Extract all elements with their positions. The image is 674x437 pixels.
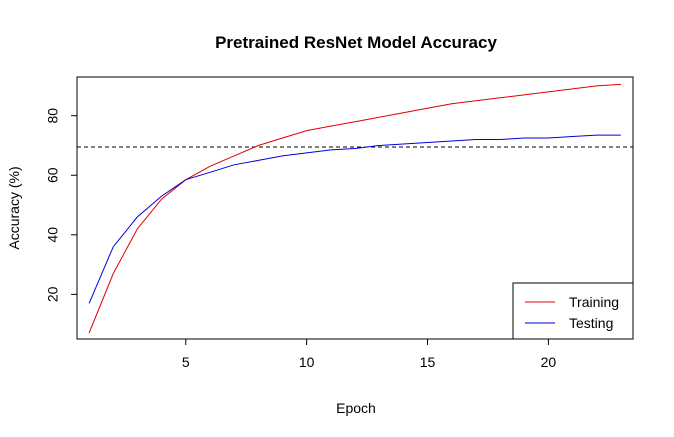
y-tick-label: 20 [45,286,61,302]
chart-title: Pretrained ResNet Model Accuracy [215,33,497,52]
plot-area: 5 10 15 20 20 40 60 80 Training Testing [45,76,634,370]
legend-box [512,282,634,340]
legend-label-training: Training [569,294,619,310]
y-tick-label: 40 [45,227,61,243]
series-line-training [88,83,621,334]
y-tick-label: 80 [45,108,61,124]
plot-frame [76,76,634,340]
x-tick-label: 15 [420,354,436,370]
legend-label-testing: Testing [569,315,613,331]
x-tick-label: 10 [299,354,315,370]
x-tick-label: 5 [182,354,190,370]
y-tick-label: 60 [45,167,61,183]
x-tick-label: 20 [541,354,557,370]
series-line-testing [88,134,621,304]
y-axis-label: Accuracy (%) [6,166,22,249]
x-axis-label: Epoch [336,400,376,416]
